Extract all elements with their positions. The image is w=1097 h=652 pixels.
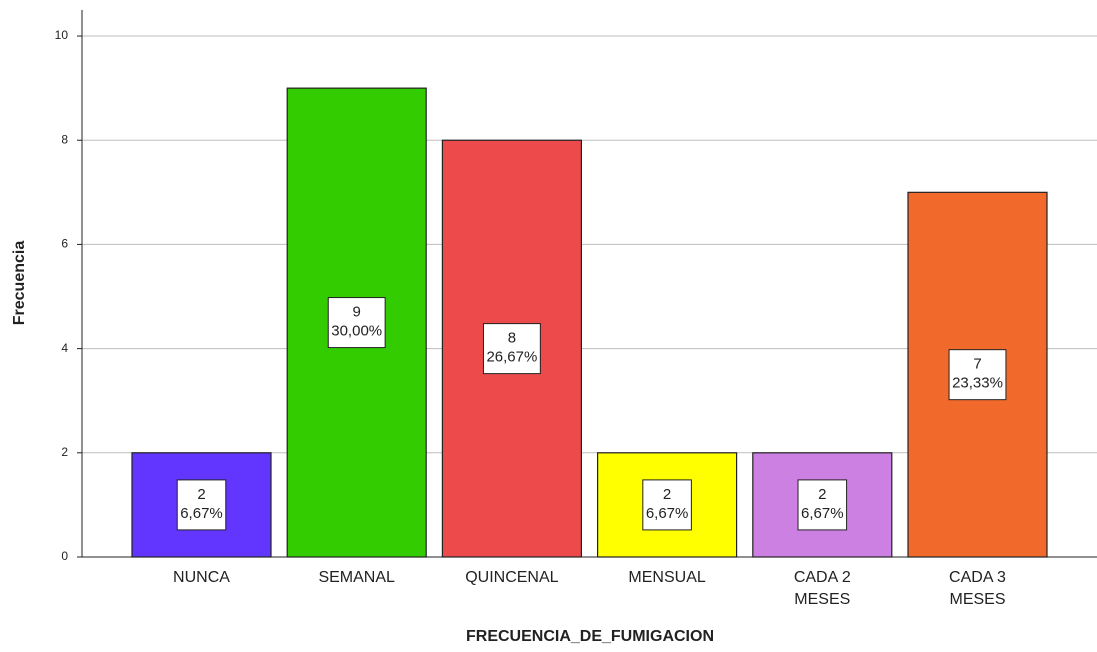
data-label-percent: 30,00% bbox=[331, 323, 382, 340]
x-tick-label: MENSUAL bbox=[628, 569, 706, 586]
data-label-box bbox=[948, 349, 1007, 401]
y-tick-label: 10 bbox=[55, 28, 69, 42]
data-label: 7 23,33% bbox=[948, 349, 1007, 401]
data-label-count: 2 bbox=[197, 486, 205, 503]
data-label-box bbox=[327, 297, 386, 349]
x-tick-label: QUINCENAL bbox=[465, 569, 559, 586]
data-label-percent: 6,67% bbox=[801, 505, 844, 522]
data-label-count: 2 bbox=[663, 486, 671, 503]
y-tick-label: 2 bbox=[61, 445, 68, 459]
data-label: 2 6,67% bbox=[642, 479, 692, 531]
x-axis-title: FRECUENCIA_DE_FUMIGACION bbox=[466, 628, 714, 645]
x-tick-label: CADA 2 MESES bbox=[793, 569, 851, 608]
x-tick-label: CADA 3 MESES bbox=[949, 569, 1006, 608]
x-tick-label: NUNCA bbox=[173, 569, 230, 586]
y-tick-label: 4 bbox=[61, 341, 68, 355]
data-label-box bbox=[642, 479, 692, 531]
data-label-box bbox=[176, 479, 227, 531]
data-label: 2 6,67% bbox=[797, 479, 848, 531]
data-label-percent: 26,67% bbox=[486, 349, 537, 366]
bar bbox=[907, 191, 1048, 558]
data-label-count: 8 bbox=[508, 330, 516, 347]
y-tick-label: 8 bbox=[61, 132, 68, 146]
data-label-box bbox=[797, 479, 848, 531]
x-tick-label: SEMANAL bbox=[318, 569, 395, 586]
data-label-count: 9 bbox=[353, 304, 361, 321]
y-tick-label: 0 bbox=[61, 549, 68, 563]
y-tick-label: 6 bbox=[61, 237, 68, 251]
y-axis-title: Frecuencia bbox=[11, 241, 28, 326]
data-label-box bbox=[482, 323, 541, 375]
data-label: 2 6,67% bbox=[176, 479, 227, 531]
data-label-count: 7 bbox=[973, 356, 981, 373]
data-label-percent: 6,67% bbox=[180, 505, 223, 522]
data-label-percent: 23,33% bbox=[952, 375, 1003, 392]
data-label: 8 26,67% bbox=[482, 323, 541, 375]
data-label-percent: 6,67% bbox=[646, 505, 689, 522]
data-label: 9 30,00% bbox=[327, 297, 386, 349]
data-label-count: 2 bbox=[818, 486, 826, 503]
